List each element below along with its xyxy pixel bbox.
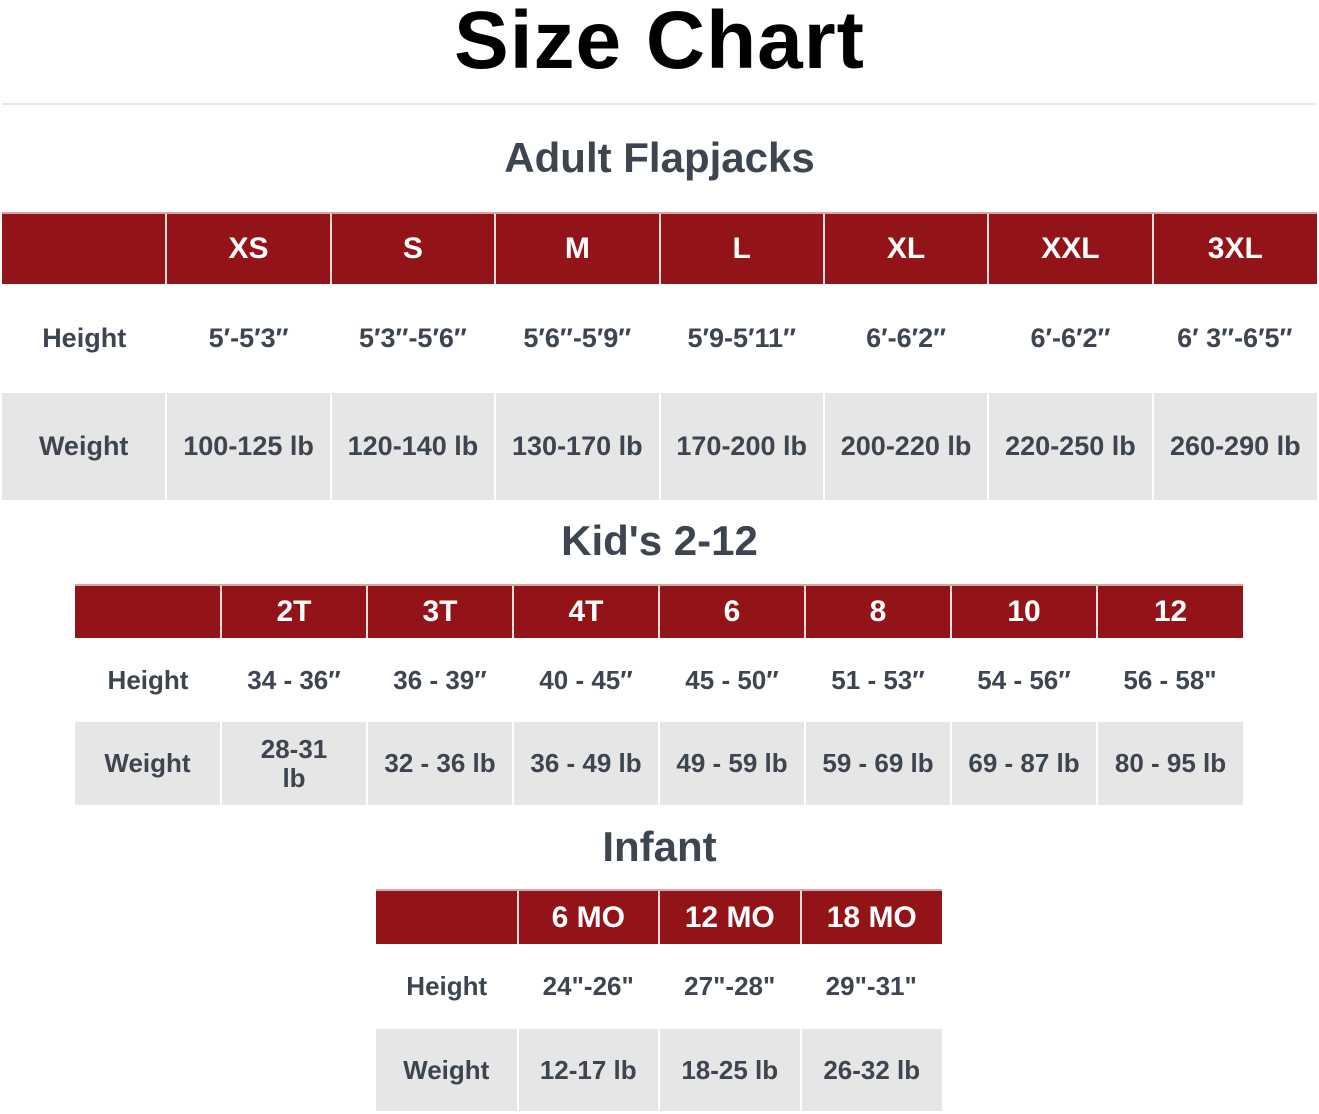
table-cell: 120-140 lb <box>329 393 496 500</box>
table-row: Weight 28-31 lb 32 - 36 lb 36 - 49 lb 49 - 5… <box>75 722 1243 805</box>
row-label: Height <box>406 971 488 1001</box>
size-header: XS <box>165 212 331 284</box>
table-cell: 24"-26" <box>542 971 634 1001</box>
size-header: 6 MO <box>516 889 659 944</box>
table-cell: 5′-5′3″ <box>208 323 289 353</box>
header-row: 6 MO 12 MO 18 MO <box>376 889 942 944</box>
header-blank-cell <box>2 212 167 284</box>
kids-heading: Kid's 2-12 <box>561 517 758 564</box>
header-row: 2T 3T 4T 6 8 10 12 <box>75 584 1243 638</box>
table-cell: 5′3″-5′6″ <box>359 323 467 353</box>
table-cell: 170-200 lb <box>658 393 824 500</box>
table-cell: 40 - 45″ <box>539 664 633 695</box>
table-cell: 220-250 lb <box>987 393 1153 500</box>
table-cell: 51 - 53″ <box>831 664 925 695</box>
adult-size-table: XS S M L XL XXL 3XL Height 5′-5′3″ 5′3″-5′6″ 5′6″-… <box>2 212 1317 500</box>
table-cell: 18-25 lb <box>658 1029 801 1111</box>
table-cell: 130-170 lb <box>494 393 660 500</box>
size-header: 6 <box>658 584 805 638</box>
table-row: Weight 100-125 lb 120-140 lb 130-170 lb 170-… <box>2 393 1317 500</box>
size-header: S <box>329 212 496 284</box>
size-header: 18 MO <box>799 889 942 944</box>
size-header: 2T <box>220 584 367 638</box>
table-row: Weight 12-17 lb 18-25 lb 26-32 lb <box>376 1029 942 1111</box>
table-cell: 29"-31" <box>825 971 917 1001</box>
table-cell: 5′9-5′11″ <box>687 323 796 353</box>
size-header: 4T <box>512 584 659 638</box>
table-cell: 36 - 49 lb <box>512 722 659 805</box>
table-cell: 32 - 36 lb <box>366 722 513 805</box>
header-blank-cell <box>376 889 518 944</box>
table-cell: 56 - 58" <box>1123 664 1217 695</box>
table-cell: 28-31 lb <box>220 722 367 805</box>
row-label: Height <box>42 323 127 353</box>
table-cell: 5′6″-5′9″ <box>523 323 632 353</box>
table-cell: 26-32 lb <box>799 1029 942 1111</box>
table-cell: 69 - 87 lb <box>950 722 1097 805</box>
row-label: Weight <box>75 722 221 805</box>
header-blank-cell <box>75 584 221 638</box>
table-cell: 200-220 lb <box>822 393 989 500</box>
table-cell: 49 - 59 lb <box>658 722 805 805</box>
size-header: XXL <box>987 212 1153 284</box>
table-cell: 27"-28" <box>684 971 776 1001</box>
table-cell: 54 - 56″ <box>977 664 1071 695</box>
table-cell: 260-290 lb <box>1151 393 1317 500</box>
table-cell: 6′ 3″-6′5″ <box>1177 323 1293 353</box>
table-cell: 100-125 lb <box>165 393 331 500</box>
table-cell: 12-17 lb <box>516 1029 659 1111</box>
table-row: Height 5′-5′3″ 5′3″-5′6″ 5′6″-5′9″ 5′9-5′11″… <box>2 284 1317 393</box>
infant-size-table: 6 MO 12 MO 18 MO Height 24"-26" 27"-28" 29"-31… <box>376 889 942 1111</box>
size-header: XL <box>822 212 989 284</box>
infant-heading: Infant <box>602 823 717 870</box>
table-row: Height 24"-26" 27"-28" 29"-31" <box>376 944 942 1029</box>
page-title: Size Chart <box>454 0 865 86</box>
row-label: Weight <box>376 1029 518 1111</box>
table-cell: 6′-6′2″ <box>1030 323 1111 353</box>
table-cell: 36 - 39″ <box>393 664 487 695</box>
table-cell: 80 - 95 lb <box>1096 722 1243 805</box>
header-row: XS S M L XL XXL 3XL <box>2 212 1317 284</box>
table-cell: 45 - 50″ <box>685 664 779 695</box>
size-header: M <box>494 212 660 284</box>
size-header: 12 MO <box>658 889 801 944</box>
table-cell: 34 - 36″ <box>247 664 341 695</box>
adult-heading: Adult Flapjacks <box>504 134 815 181</box>
row-label: Height <box>107 664 189 695</box>
table-row: Height 34 - 36″ 36 - 39″ 40 - 45″ 45 - 50″ 51… <box>75 638 1243 722</box>
table-cell: 6′-6′2″ <box>866 323 947 353</box>
size-header: 3XL <box>1151 212 1317 284</box>
size-header: 12 <box>1096 584 1243 638</box>
size-header: 3T <box>366 584 513 638</box>
divider <box>2 103 1317 105</box>
size-header: L <box>658 212 824 284</box>
table-cell: 59 - 69 lb <box>804 722 951 805</box>
kids-size-table: 2T 3T 4T 6 8 10 12 Height 34 - 36″ 36 - 39″ 40 - 4… <box>75 584 1243 805</box>
size-header: 10 <box>950 584 1097 638</box>
size-header: 8 <box>804 584 951 638</box>
row-label: Weight <box>2 393 167 500</box>
